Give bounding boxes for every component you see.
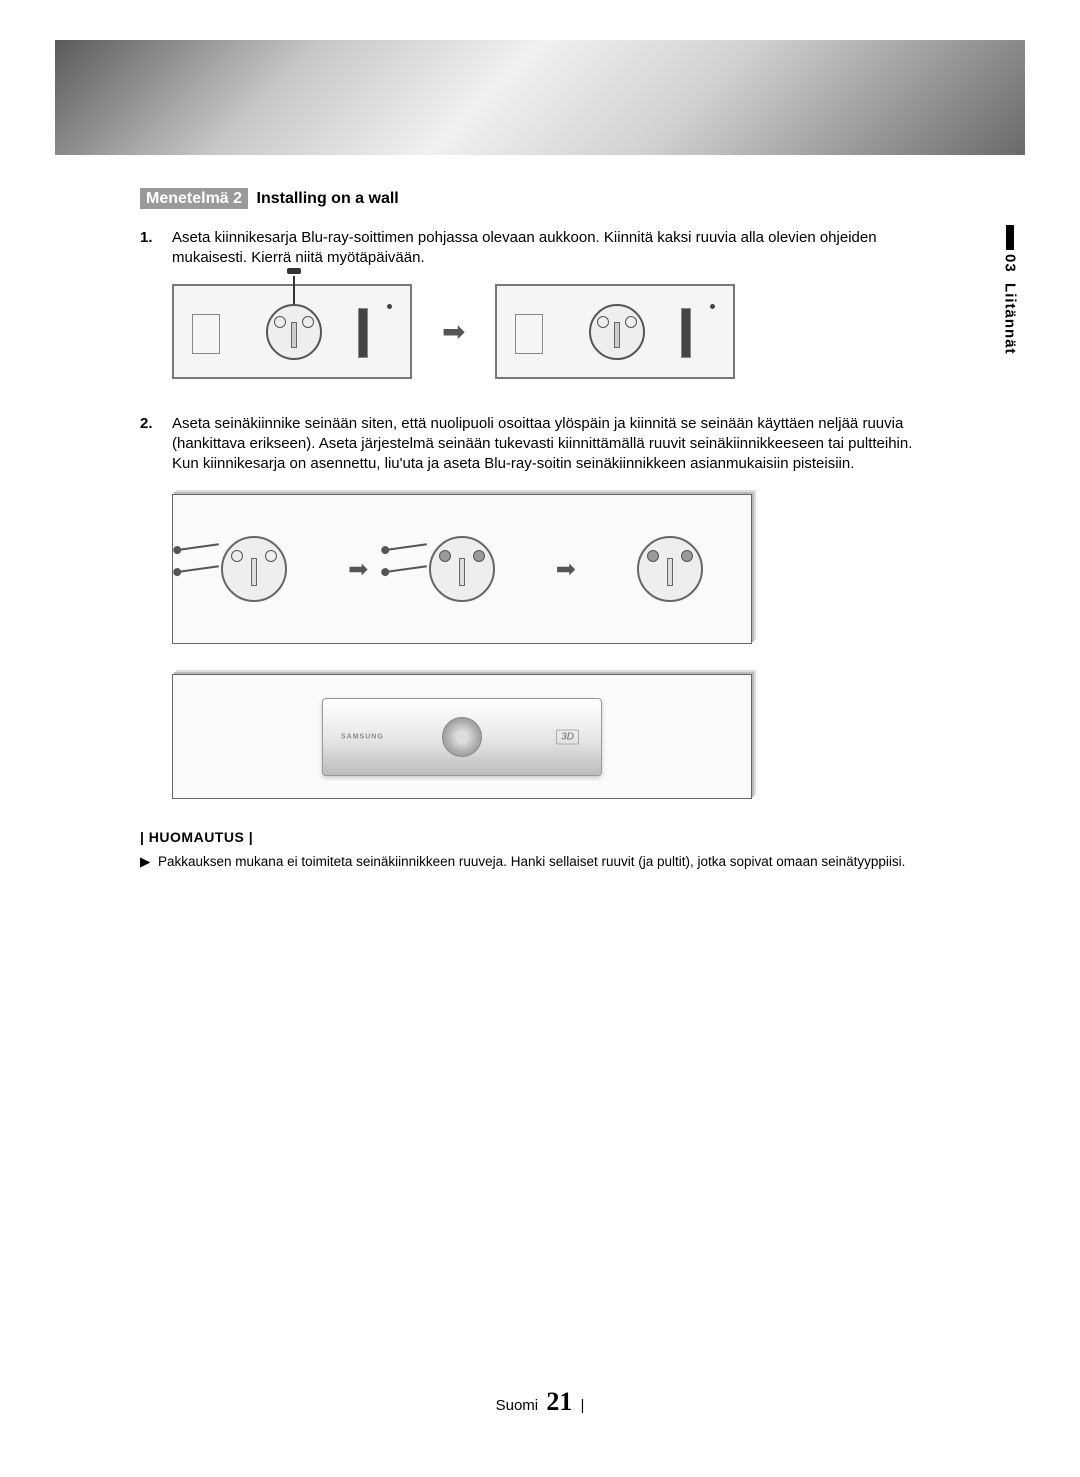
arrow-right-icon: ➡: [556, 555, 576, 584]
side-tab-number: 03: [1002, 254, 1019, 273]
note-heading: | HUOMAUTUS |: [140, 829, 940, 845]
diagram-step1: ➡: [172, 284, 940, 379]
wall-mount-inner: ➡ ➡: [191, 513, 733, 625]
page-footer: Suomi 21 |: [0, 1387, 1080, 1417]
page-content: Menetelmä 2 Installing on a wall 1. Aset…: [140, 190, 940, 872]
mount-bracket-attached-icon: [589, 304, 645, 360]
panel-cutout-left: [192, 314, 220, 354]
arrow-right-icon: ➡: [348, 555, 368, 584]
3d-badge: 3D: [556, 729, 579, 744]
note-bullet-icon: ▶: [140, 853, 158, 872]
step-1-number: 1.: [140, 228, 172, 269]
wall-mount-stage1: [221, 536, 287, 602]
method-title: Installing on a wall: [257, 190, 399, 207]
diagram-wall-mount-sequence: ➡ ➡: [172, 494, 752, 644]
side-tab-label: Liitännät: [1002, 283, 1019, 355]
mount-slot: [291, 322, 297, 348]
wall-mount-stage2: [429, 536, 495, 602]
panel-cutout-left: [515, 314, 543, 354]
player-bottom-after: [495, 284, 735, 379]
panel-dot: [387, 304, 392, 309]
side-tab-text: 03 Liitännät: [1002, 254, 1019, 355]
mount-slot: [614, 322, 620, 348]
arrow-right-icon: ➡: [442, 315, 465, 348]
screws-incoming-icon: [179, 546, 219, 570]
note-text: Pakkauksen mukana ei toimiteta seinäkiin…: [158, 853, 905, 872]
wall-bracket-icon: [221, 536, 287, 602]
brand-logo: SAMSUNG: [341, 733, 384, 740]
step-1: 1. Aseta kiinnikesarja Blu-ray-soittimen…: [140, 228, 940, 269]
player-bottom-before: [172, 284, 412, 379]
wall-bracket-mounted-icon: [637, 536, 703, 602]
bluray-player-front: SAMSUNG 3D: [322, 698, 602, 776]
screws-incoming-icon: [387, 546, 427, 570]
side-tab-marker: [1006, 225, 1014, 250]
section-side-tab: 03 Liitännät: [995, 225, 1025, 355]
method-badge: Menetelmä 2: [140, 188, 248, 209]
mount-bracket-icon: [266, 304, 322, 360]
step-2: 2. Aseta seinäkiinnike seinään siten, et…: [140, 414, 940, 475]
diagram-product-mounted: SAMSUNG 3D: [172, 674, 752, 799]
screw-insert-icon: [293, 276, 295, 304]
panel-dot: [710, 304, 715, 309]
note-item: ▶ Pakkauksen mukana ei toimiteta seinäki…: [140, 853, 940, 872]
footer-page-number: 21: [546, 1387, 572, 1416]
step-2-text: Aseta seinäkiinnike seinään siten, että …: [172, 414, 940, 475]
footer-language: Suomi: [496, 1397, 539, 1414]
step-1-text: Aseta kiinnikesarja Blu-ray-soittimen po…: [172, 228, 940, 269]
step-2-number: 2.: [140, 414, 172, 475]
disc-slot-icon: [442, 717, 482, 757]
panel-port-right: [358, 308, 368, 358]
method-heading: Menetelmä 2 Installing on a wall: [140, 190, 940, 208]
footer-separator: |: [580, 1397, 584, 1414]
header-gradient-band: [55, 40, 1025, 155]
wall-bracket-with-player-icon: [429, 536, 495, 602]
panel-port-right: [681, 308, 691, 358]
